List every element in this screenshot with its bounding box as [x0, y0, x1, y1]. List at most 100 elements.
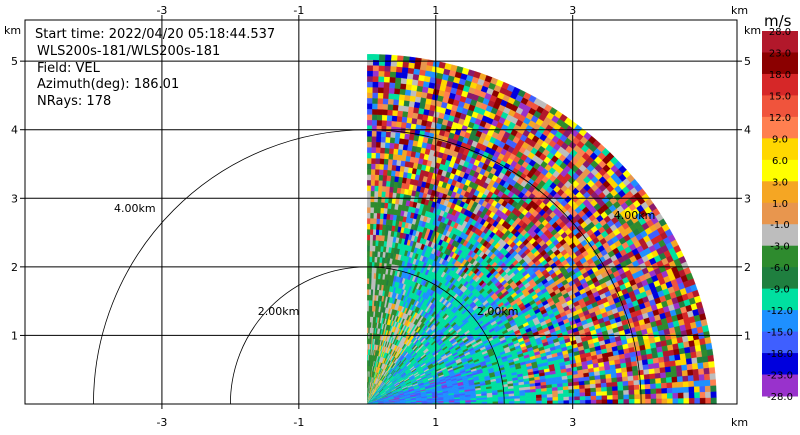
velocity-cell: [372, 92, 379, 99]
velocity-cell: [367, 168, 372, 175]
velocity-cell: [426, 59, 435, 67]
velocity-cell: [387, 169, 393, 177]
velocity-cell: [376, 218, 381, 225]
velocity-cell: [382, 98, 389, 105]
velocity-cell: [383, 92, 390, 99]
velocity-cell: [367, 245, 371, 252]
velocity-cell: [367, 212, 371, 219]
velocity-cell: [401, 66, 409, 74]
velocity-cell: [403, 100, 411, 107]
velocity-cell: [389, 71, 397, 78]
velocity-cell: [376, 130, 382, 137]
velocity-cell: [400, 83, 407, 90]
velocity-cell: [393, 98, 400, 106]
velocity-cell: [371, 146, 377, 154]
velocity-cell: [369, 256, 373, 263]
velocity-cell: [410, 89, 418, 97]
velocity-cell: [367, 267, 370, 274]
velocity-cell: [408, 106, 415, 113]
velocity-cell: [392, 159, 398, 166]
velocity-cell: [367, 163, 372, 170]
velocity-cell: [383, 169, 389, 176]
velocity-cell: [382, 109, 389, 116]
velocity-cell: [367, 272, 370, 279]
velocity-cell: [367, 185, 372, 192]
velocity-cell: [367, 97, 373, 104]
velocity-cell: [375, 152, 381, 159]
velocity-cell: [369, 267, 373, 274]
velocity-cell: [395, 132, 401, 139]
velocity-cell: [367, 75, 374, 82]
velocity-cell: [385, 131, 392, 138]
velocity-cell: [367, 250, 371, 257]
velocity-cell: [379, 163, 385, 170]
velocity-cell: [370, 185, 376, 192]
velocity-cell: [371, 136, 377, 143]
velocity-cell: [380, 141, 386, 149]
velocity-cell: [370, 190, 375, 197]
velocity-cell: [392, 109, 399, 117]
velocity-cell: [408, 56, 417, 64]
velocity-cell: [384, 65, 392, 72]
velocity-cell: [388, 153, 394, 160]
velocity-cell: [370, 228, 374, 235]
velocity-cell: [377, 108, 383, 116]
velocity-cell: [373, 54, 380, 61]
velocity-cell: [402, 105, 410, 113]
velocity-cell: [380, 136, 387, 143]
velocity-cell: [380, 147, 386, 154]
velocity-cell: [370, 212, 375, 219]
velocity-cell: [367, 256, 371, 263]
velocity-cell: [369, 239, 374, 246]
velocity-cell: [381, 185, 387, 192]
velocity-cell: [373, 201, 379, 208]
velocity-cell: [389, 142, 395, 149]
velocity-cell: [402, 61, 410, 68]
velocity-cell: [377, 190, 383, 198]
velocity-cell: [367, 196, 372, 203]
velocity-cell: [371, 157, 377, 164]
velocity-cell: [367, 146, 373, 153]
velocity-cell: [373, 218, 378, 225]
velocity-cell: [408, 62, 416, 69]
velocity-cell: [371, 152, 377, 159]
velocity-cell: [377, 207, 382, 214]
velocity-cell: [377, 92, 384, 99]
velocity-cell: [372, 70, 380, 77]
velocity-cell: [404, 89, 412, 96]
velocity-cell: [376, 212, 381, 219]
velocity-cell: [367, 54, 374, 60]
velocity-cell: [394, 88, 401, 95]
velocity-cell: [379, 152, 386, 159]
velocity-cell: [399, 88, 407, 96]
velocity-cell: [371, 130, 378, 137]
velocity-cell: [387, 158, 394, 166]
velocity-cell: [367, 228, 371, 235]
velocity-cell: [367, 103, 373, 110]
velocity-cell: [400, 77, 408, 85]
velocity-cell: [383, 158, 389, 165]
velocity-cell: [396, 60, 404, 68]
velocity-cell: [375, 158, 381, 165]
velocity-cell: [367, 92, 373, 99]
velocity-cell: [372, 114, 378, 121]
velocity-cell: [394, 82, 402, 90]
velocity-cell: [383, 163, 389, 171]
velocity-cell: [387, 109, 394, 116]
velocity-cell: [367, 108, 373, 115]
velocity-cell: [407, 67, 415, 75]
velocity-cell: [376, 119, 383, 126]
velocity-cell: [367, 201, 372, 208]
velocity-cell: [369, 234, 374, 241]
velocity-cell: [376, 114, 383, 121]
velocity-cell: [373, 223, 377, 230]
velocity-cell: [377, 97, 384, 105]
velocity-cell: [395, 71, 403, 79]
velocity-cell: [398, 99, 405, 106]
velocity-cell: [375, 147, 381, 154]
velocity-cell: [379, 158, 385, 165]
velocity-cell: [391, 115, 398, 122]
velocity-cell: [396, 115, 403, 123]
velocity-cell: [388, 147, 395, 155]
